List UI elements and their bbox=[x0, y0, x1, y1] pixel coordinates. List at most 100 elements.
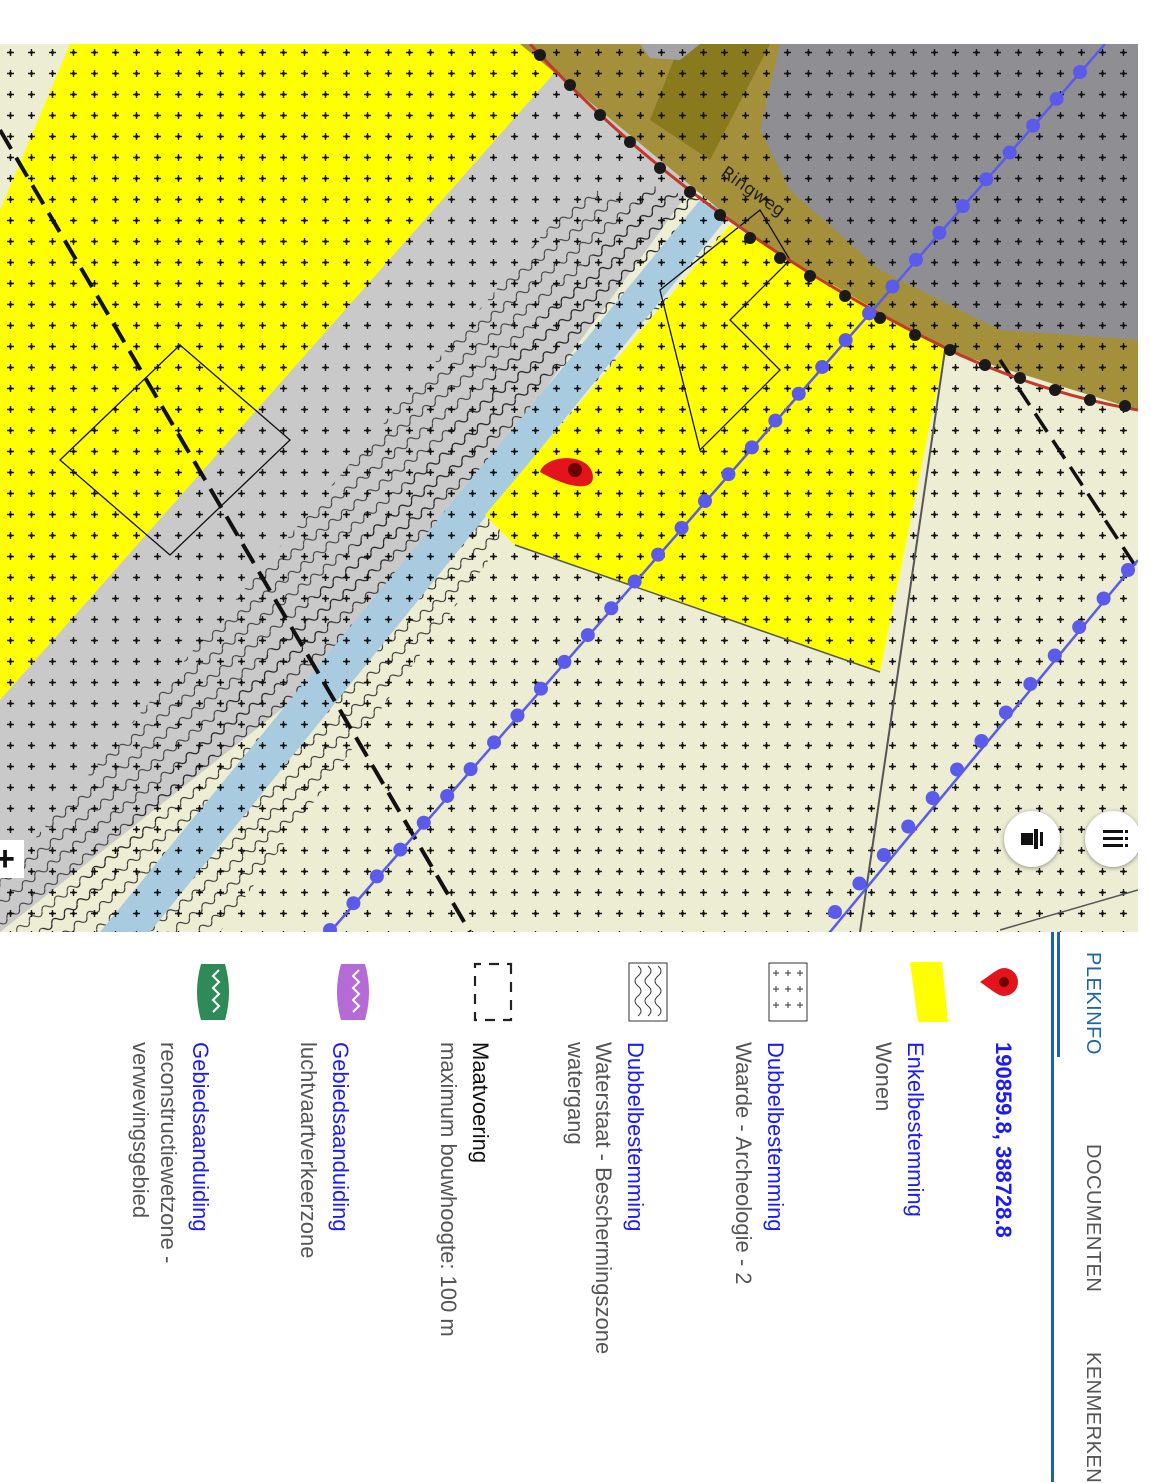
line-point bbox=[627, 574, 642, 589]
layers-icon bbox=[1021, 829, 1043, 849]
boundary-point bbox=[654, 162, 666, 174]
legend-value: Waarde - Archeologie - 2 bbox=[731, 1042, 756, 1285]
menu-icon bbox=[1103, 830, 1128, 847]
legend-item: Maatvoering maximum bouwhoogte: 100 m bbox=[403, 932, 513, 1482]
line-point bbox=[852, 876, 867, 891]
line-point bbox=[1023, 677, 1038, 691]
purple-zone-icon bbox=[337, 964, 369, 1020]
coordinates-text: 190859.8, 388728.8 bbox=[991, 1042, 1016, 1238]
line-point bbox=[557, 654, 572, 669]
boundary-point bbox=[744, 232, 756, 244]
green-zone-icon bbox=[197, 964, 229, 1020]
legend-title[interactable]: Maatvoering bbox=[468, 1042, 493, 1164]
line-point bbox=[998, 705, 1013, 720]
legend-title[interactable]: Dubbelbestemming bbox=[763, 1042, 788, 1232]
line-point bbox=[908, 252, 923, 267]
line-point bbox=[791, 386, 806, 401]
line-point bbox=[651, 547, 666, 562]
line-point bbox=[1047, 648, 1062, 663]
boundary-point bbox=[909, 329, 921, 341]
line-point bbox=[862, 306, 877, 321]
legend-item: Dubbelbestemming Waterstaat - Beschermin… bbox=[528, 932, 668, 1482]
location-marker-icon[interactable] bbox=[540, 458, 593, 487]
boundary-point bbox=[564, 79, 576, 91]
line-point bbox=[721, 467, 736, 482]
legend-value: Wonen bbox=[871, 1042, 896, 1112]
boundary-point bbox=[804, 270, 816, 282]
boundary-point bbox=[594, 109, 606, 121]
legend-title[interactable]: Gebiedsaanduiding bbox=[328, 1042, 353, 1232]
line-point bbox=[979, 172, 994, 187]
line-point bbox=[533, 681, 548, 696]
line-point bbox=[901, 819, 916, 834]
line-point bbox=[838, 333, 853, 348]
map-canvas[interactable]: Ringweg bbox=[0, 44, 1138, 932]
active-tab-indicator bbox=[1057, 932, 1060, 1057]
tab-bar: PLEKINFO DOCUMENTEN KENMERKEN bbox=[1051, 932, 1138, 1483]
menu-button[interactable] bbox=[1085, 811, 1138, 867]
legend-item: Dubbelbestemming Waarde - Archeologie - … bbox=[698, 932, 808, 1482]
line-point bbox=[1121, 563, 1135, 577]
line-point bbox=[876, 848, 891, 862]
line-point bbox=[604, 601, 619, 616]
line-point bbox=[1002, 145, 1017, 160]
legend-title[interactable]: Gebiedsaanduiding bbox=[188, 1042, 213, 1232]
boundary-point bbox=[534, 49, 546, 61]
line-point bbox=[580, 628, 595, 643]
line-point bbox=[744, 440, 759, 455]
line-point bbox=[925, 791, 940, 805]
line-point bbox=[974, 734, 989, 748]
boundary-point bbox=[944, 344, 956, 356]
boundary-point bbox=[714, 209, 726, 221]
line-point bbox=[1073, 65, 1087, 79]
legend-value: Waterstaat - Beschermingszone bbox=[591, 1042, 616, 1355]
line-point bbox=[440, 788, 455, 803]
legend-value: maximum bouwhoogte: 100 m bbox=[436, 1042, 461, 1337]
layers-button[interactable] bbox=[1004, 811, 1060, 867]
line-point bbox=[768, 413, 783, 428]
boundary-point bbox=[979, 359, 991, 371]
boundary-point bbox=[1119, 400, 1131, 412]
tab-kenmerken[interactable]: KENMERKEN bbox=[1082, 1352, 1104, 1483]
line-point bbox=[369, 869, 384, 884]
legend-value: watergang bbox=[563, 1042, 588, 1145]
legend-title[interactable]: Enkelbestemming bbox=[903, 1042, 928, 1217]
line-point bbox=[510, 708, 525, 723]
line-point bbox=[1072, 620, 1087, 634]
legend-value: luchtvaartverkeerzone bbox=[296, 1042, 321, 1259]
line-point bbox=[1049, 91, 1064, 106]
boundary-point bbox=[874, 312, 886, 324]
location-pin-icon bbox=[980, 968, 1018, 996]
boundary-point bbox=[624, 136, 636, 148]
legend-title[interactable]: Dubbelbestemming bbox=[623, 1042, 648, 1232]
boundary-point bbox=[774, 252, 786, 264]
zoom-in-button[interactable]: + bbox=[0, 840, 24, 878]
line-point bbox=[885, 279, 900, 294]
tab-documenten[interactable]: DOCUMENTEN bbox=[1082, 1144, 1104, 1293]
line-point bbox=[393, 842, 408, 857]
tab-plekinfo[interactable]: PLEKINFO bbox=[1082, 952, 1104, 1055]
boundary-point bbox=[1084, 394, 1096, 406]
legend-item: Enkelbestemming Wonen bbox=[848, 932, 948, 1482]
line-point bbox=[416, 815, 431, 830]
line-point bbox=[698, 494, 712, 508]
line-point bbox=[1026, 118, 1041, 133]
line-point bbox=[346, 896, 361, 911]
legend-value: verwevingsgebied bbox=[128, 1042, 153, 1219]
boundary-point bbox=[839, 290, 851, 302]
dashed-rectangle-icon bbox=[473, 962, 513, 1022]
boundary-point bbox=[1014, 372, 1026, 384]
boundary-point bbox=[1049, 384, 1061, 396]
map-view[interactable]: Ringweg + bbox=[0, 44, 1138, 932]
crosshatch-pattern-icon bbox=[768, 962, 808, 1022]
line-point bbox=[487, 735, 502, 750]
yellow-parallelogram-icon bbox=[910, 962, 948, 1022]
info-panel: PLEKINFO DOCUMENTEN KENMERKEN 190859.8, … bbox=[0, 932, 1138, 1483]
boundary-point bbox=[684, 186, 696, 198]
line-point bbox=[932, 225, 947, 240]
line-point bbox=[1096, 591, 1111, 606]
line-point bbox=[955, 199, 970, 214]
line-point bbox=[815, 359, 830, 374]
line-point bbox=[950, 762, 965, 777]
legend-value: reconstructiewetzone - bbox=[156, 1042, 181, 1264]
